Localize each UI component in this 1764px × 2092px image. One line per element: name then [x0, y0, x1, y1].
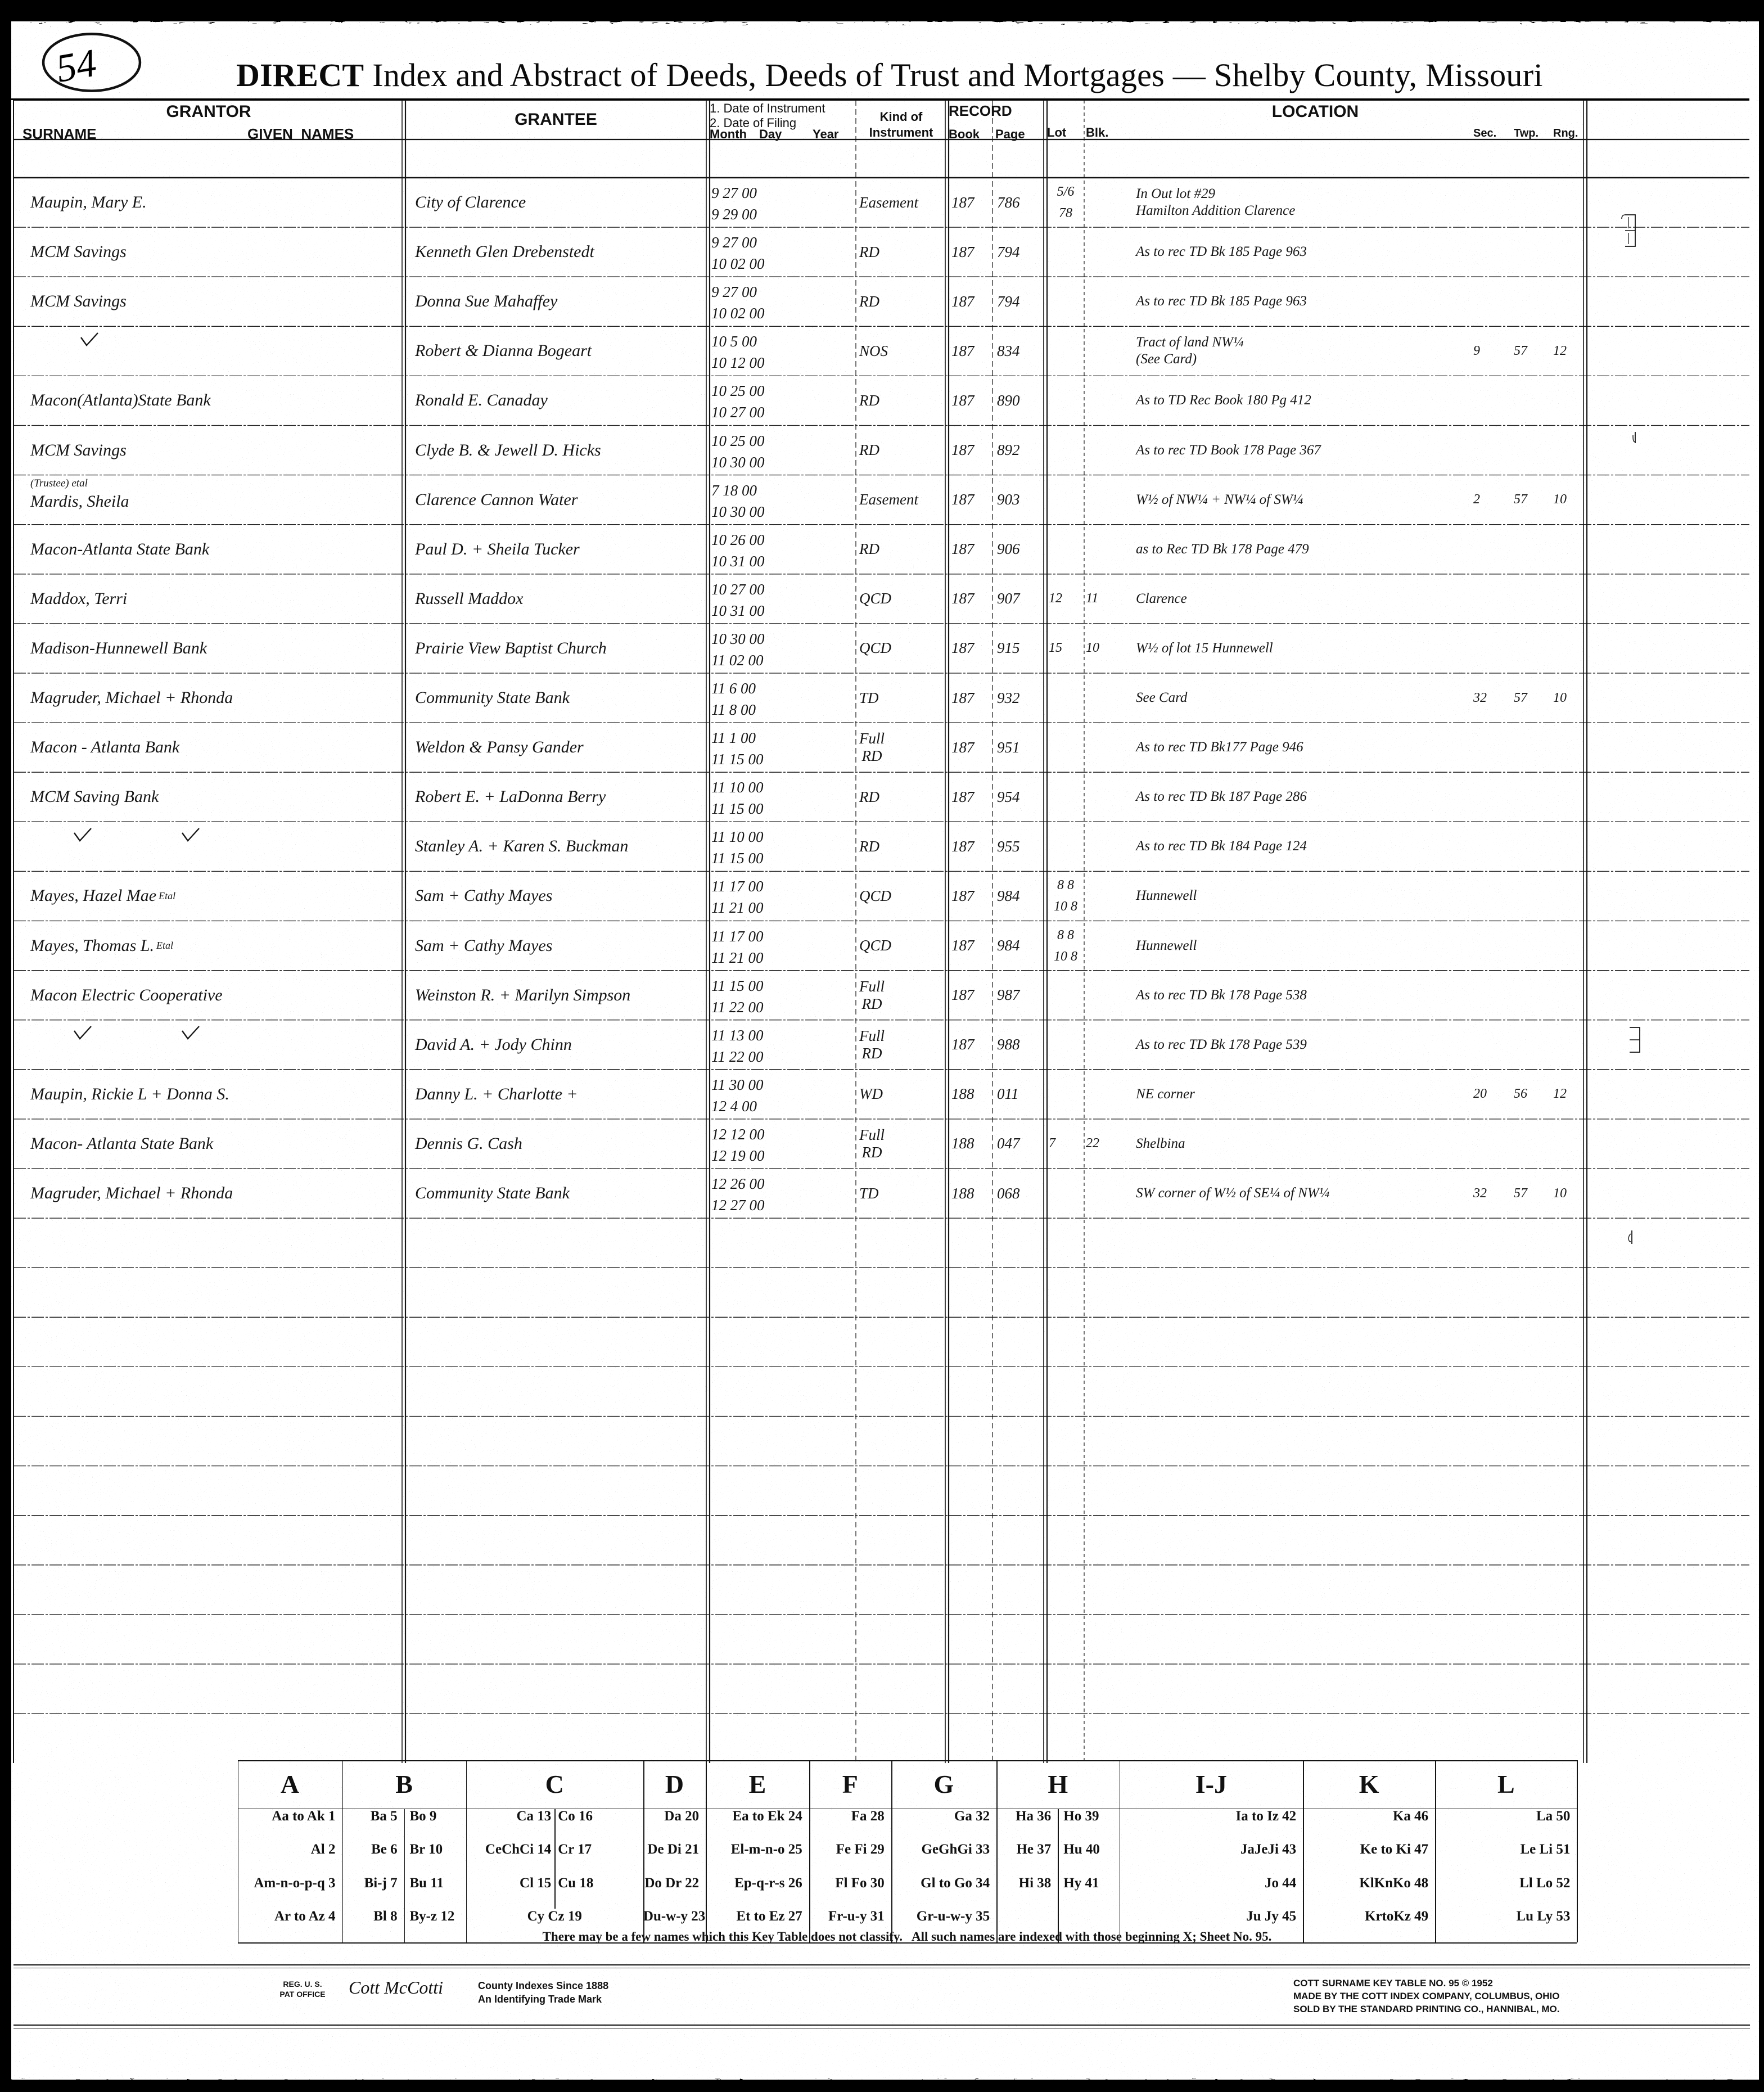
- svg-text:54: 54: [53, 41, 100, 91]
